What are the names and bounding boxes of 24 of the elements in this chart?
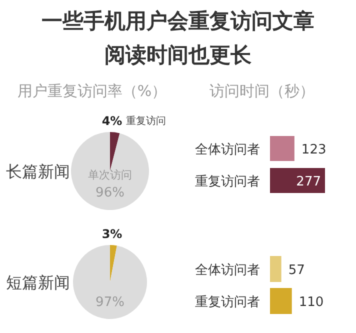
chart-title: 访问时间（秒） xyxy=(210,82,314,100)
y-tick-label: 全体访问者 xyxy=(195,262,260,278)
chart-title: 用户重复访问率（%） xyxy=(17,82,167,100)
pie-slice xyxy=(110,245,117,282)
y-tick-label: 重复访问者 xyxy=(195,294,260,310)
slice-label: 单次访问 xyxy=(88,168,132,182)
data-label: 123 xyxy=(301,142,326,158)
text: 一些手机用户会重复访问文章 xyxy=(42,9,314,33)
y-tick-label: 全体访问者 xyxy=(195,142,260,158)
text: 短篇新闻 xyxy=(6,273,70,292)
data-label: 97% xyxy=(96,295,124,310)
data-label: 4% xyxy=(102,114,122,128)
pie-slice xyxy=(110,132,120,171)
data-label: 277 xyxy=(296,174,321,190)
y-tick-label: 重复访问者 xyxy=(195,174,260,190)
data-label: 96% xyxy=(96,185,124,200)
pie-slice xyxy=(71,132,149,210)
data-label: 57 xyxy=(288,263,305,278)
text: 长篇新闻 xyxy=(6,162,70,181)
text: 阅读时间也更长 xyxy=(104,43,252,67)
data-label: 110 xyxy=(298,295,324,310)
pie-slice xyxy=(73,245,147,319)
data-label: 3% xyxy=(102,227,122,241)
slice-label: 重复访问 xyxy=(126,115,166,127)
